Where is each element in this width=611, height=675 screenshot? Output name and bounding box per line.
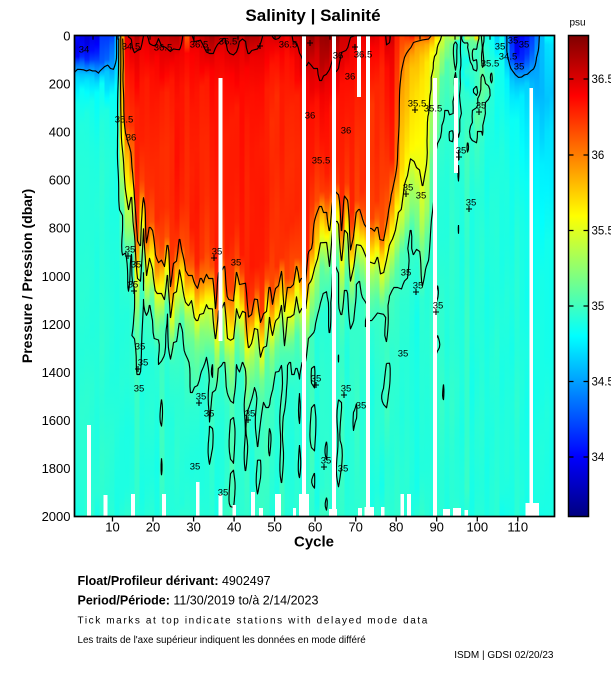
svg-text:35: 35 bbox=[416, 190, 427, 201]
svg-text:35: 35 bbox=[413, 280, 424, 291]
svg-text:35: 35 bbox=[321, 455, 332, 466]
svg-text:110: 110 bbox=[507, 520, 528, 535]
svg-text:Tick marks at top indicate sta: Tick marks at top indicate stations with… bbox=[78, 616, 429, 627]
svg-text:30: 30 bbox=[186, 520, 200, 535]
svg-text:35: 35 bbox=[134, 383, 145, 394]
svg-text:Period/Période: 11/30/2019 to/: Period/Période: 11/30/2019 to/à 2/14/202… bbox=[78, 594, 319, 608]
svg-text:Cycle: Cycle bbox=[294, 534, 334, 551]
svg-text:36.5: 36.5 bbox=[154, 42, 173, 53]
svg-text:psu: psu bbox=[569, 18, 585, 29]
svg-text:80: 80 bbox=[389, 520, 403, 535]
svg-text:35: 35 bbox=[196, 391, 207, 402]
svg-text:60: 60 bbox=[308, 520, 322, 535]
svg-text:35: 35 bbox=[403, 182, 414, 193]
svg-text:35: 35 bbox=[190, 461, 201, 472]
svg-text:ISDM | GDSI 02/20/23: ISDM | GDSI 02/20/23 bbox=[454, 650, 554, 661]
svg-text:36.5: 36.5 bbox=[219, 36, 238, 47]
svg-text:70: 70 bbox=[348, 520, 362, 535]
svg-text:36: 36 bbox=[592, 150, 605, 162]
svg-text:100: 100 bbox=[466, 520, 488, 535]
svg-text:35.5: 35.5 bbox=[424, 103, 443, 114]
svg-text:Float/Profileur dérivant: 4902: Float/Profileur dérivant: 4902497 bbox=[78, 574, 271, 588]
svg-text:0: 0 bbox=[63, 28, 70, 43]
svg-text:35: 35 bbox=[131, 259, 142, 270]
svg-text:35: 35 bbox=[456, 145, 467, 156]
svg-text:35: 35 bbox=[341, 383, 352, 394]
svg-text:20: 20 bbox=[146, 520, 160, 535]
svg-text:1400: 1400 bbox=[42, 365, 71, 380]
svg-text:50: 50 bbox=[267, 520, 281, 535]
svg-text:35: 35 bbox=[338, 463, 349, 474]
svg-text:36: 36 bbox=[305, 110, 316, 121]
svg-text:35: 35 bbox=[433, 300, 444, 311]
svg-text:35: 35 bbox=[495, 41, 506, 52]
svg-text:36.5: 36.5 bbox=[190, 39, 209, 50]
svg-text:35.5: 35.5 bbox=[408, 98, 427, 109]
svg-text:35: 35 bbox=[138, 357, 149, 368]
svg-text:200: 200 bbox=[49, 76, 71, 91]
svg-text:35: 35 bbox=[592, 301, 605, 313]
svg-text:36: 36 bbox=[126, 132, 137, 143]
svg-text:36.5: 36.5 bbox=[279, 39, 298, 50]
svg-text:34: 34 bbox=[592, 452, 605, 464]
svg-text:34.5: 34.5 bbox=[592, 377, 611, 389]
svg-text:400: 400 bbox=[49, 125, 71, 140]
svg-text:36: 36 bbox=[345, 71, 356, 82]
svg-text:1600: 1600 bbox=[42, 413, 71, 428]
svg-text:36.5: 36.5 bbox=[354, 49, 373, 60]
svg-text:35: 35 bbox=[514, 61, 525, 72]
svg-text:90: 90 bbox=[429, 520, 443, 535]
svg-text:34.5: 34.5 bbox=[122, 41, 141, 52]
svg-text:35: 35 bbox=[245, 408, 256, 419]
svg-text:10: 10 bbox=[105, 520, 119, 535]
svg-text:1000: 1000 bbox=[42, 269, 71, 284]
svg-text:1200: 1200 bbox=[42, 317, 71, 332]
svg-text:34.5: 34.5 bbox=[499, 51, 518, 62]
svg-text:35: 35 bbox=[508, 35, 519, 46]
svg-text:35: 35 bbox=[125, 244, 136, 255]
svg-text:35.5: 35.5 bbox=[481, 58, 500, 69]
svg-text:34: 34 bbox=[79, 44, 90, 55]
svg-text:Pressure / Pression (dbar): Pressure / Pression (dbar) bbox=[19, 189, 35, 363]
svg-text:35: 35 bbox=[519, 39, 530, 50]
svg-text:600: 600 bbox=[49, 173, 71, 188]
svg-text:1800: 1800 bbox=[42, 461, 71, 476]
svg-text:35: 35 bbox=[401, 267, 412, 278]
svg-text:35: 35 bbox=[398, 348, 409, 359]
svg-text:35.5: 35.5 bbox=[592, 226, 611, 238]
svg-text:40: 40 bbox=[227, 520, 241, 535]
svg-text:800: 800 bbox=[49, 221, 71, 236]
svg-text:35: 35 bbox=[212, 246, 223, 257]
svg-text:36.5: 36.5 bbox=[592, 74, 611, 86]
svg-text:35: 35 bbox=[311, 373, 322, 384]
svg-text:35.5: 35.5 bbox=[115, 114, 134, 125]
svg-text:36: 36 bbox=[341, 125, 352, 136]
svg-text:36: 36 bbox=[333, 50, 344, 61]
svg-text:35: 35 bbox=[128, 279, 139, 290]
svg-text:35: 35 bbox=[231, 257, 242, 268]
svg-text:35: 35 bbox=[356, 400, 367, 411]
svg-text:35: 35 bbox=[218, 487, 229, 498]
svg-text:35: 35 bbox=[204, 408, 215, 419]
svg-text:Salinity | Salinité: Salinity | Salinité bbox=[245, 6, 380, 25]
svg-text:2000: 2000 bbox=[42, 509, 71, 524]
svg-text:35: 35 bbox=[135, 341, 146, 352]
svg-text:35: 35 bbox=[476, 100, 487, 111]
svg-text:35: 35 bbox=[466, 197, 477, 208]
svg-text:35.5: 35.5 bbox=[312, 155, 331, 166]
svg-text:Les traits de l'axe supérieur: Les traits de l'axe supérieur indiquent … bbox=[78, 635, 367, 646]
